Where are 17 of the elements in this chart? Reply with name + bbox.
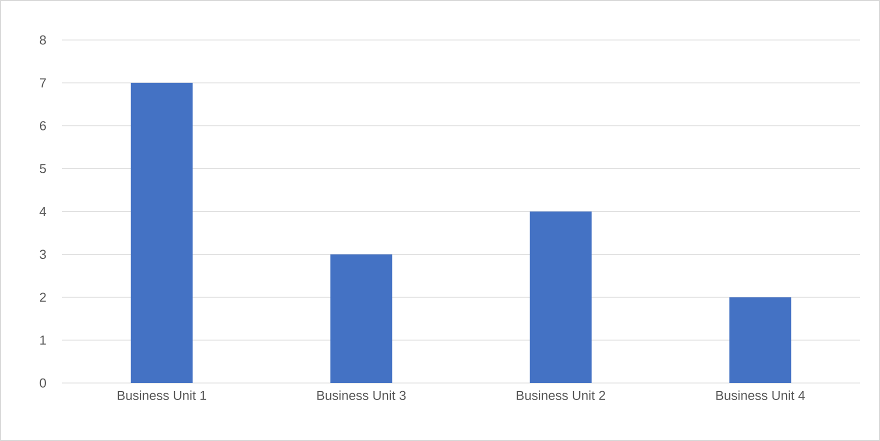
bar [330,254,392,383]
y-tick-label: 2 [40,292,46,302]
y-tick-label: 7 [40,78,46,88]
x-tick-label: Business Unit 1 [118,390,206,400]
x-tick-label: Business Unit 2 [516,390,606,400]
y-tick-label: 1 [40,336,46,345]
y-tick-label: 0 [40,378,46,388]
x-tick-label: Business Unit 4 [716,390,805,400]
y-tick-label: 3 [40,250,46,259]
bar [729,297,792,383]
bar [530,211,592,383]
x-tick-label: Business Unit 3 [317,390,406,400]
bar [130,82,193,383]
y-tick-label: 6 [40,121,46,130]
y-tick-label: 5 [40,164,46,174]
y-tick-label: 8 [40,35,46,45]
y-tick-label: 4 [40,207,46,216]
